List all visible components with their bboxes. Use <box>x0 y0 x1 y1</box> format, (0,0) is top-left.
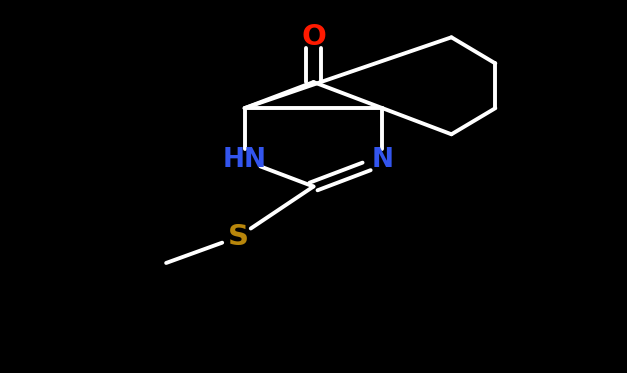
Text: S: S <box>228 223 249 251</box>
Text: N: N <box>371 147 394 173</box>
Text: HN: HN <box>223 147 266 173</box>
Text: O: O <box>301 23 326 51</box>
